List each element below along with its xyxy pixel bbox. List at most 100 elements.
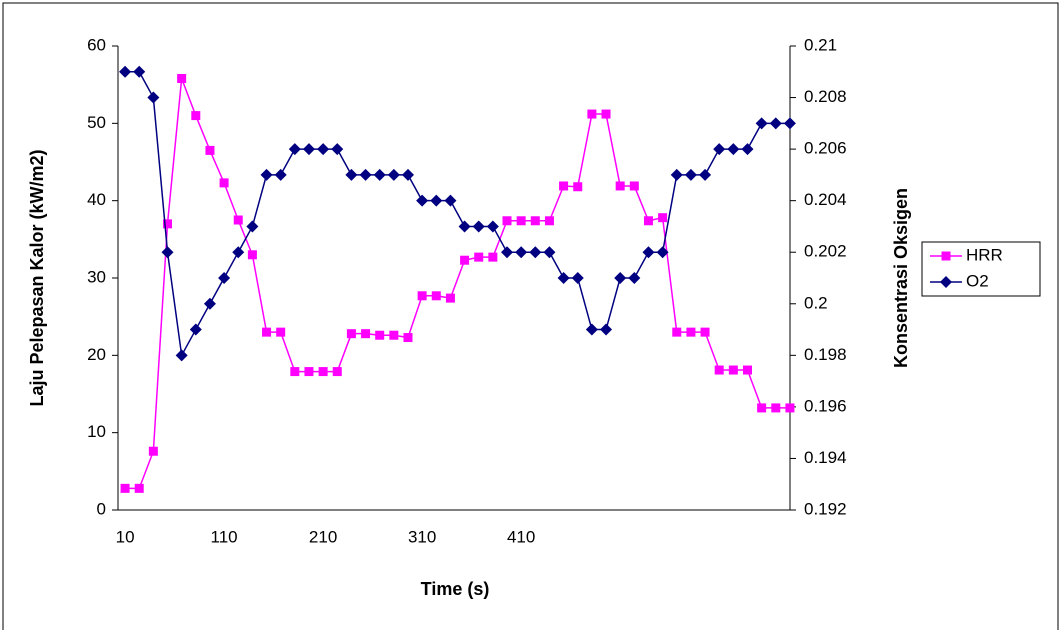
data-point <box>331 143 344 156</box>
data-point <box>658 213 668 223</box>
data-point <box>246 220 259 233</box>
data-point <box>302 143 315 156</box>
data-point <box>601 109 611 119</box>
data-point <box>219 178 229 188</box>
legend-label: O2 <box>966 271 989 290</box>
data-point <box>460 255 470 265</box>
data-point <box>530 216 540 226</box>
y-tick-label: 60 <box>87 35 106 54</box>
data-point <box>628 272 641 284</box>
data-point <box>728 365 738 375</box>
data-point <box>417 291 427 301</box>
data-point <box>148 446 158 456</box>
data-point <box>684 168 697 181</box>
data-point <box>501 246 514 259</box>
y-tick-label: 10 <box>87 422 106 441</box>
y2-tick-label: 0.204 <box>804 190 847 209</box>
data-point <box>416 194 429 207</box>
data-point <box>699 168 712 181</box>
data-point <box>543 246 556 259</box>
data-point <box>345 168 358 181</box>
data-point <box>757 403 767 413</box>
data-point <box>686 327 696 337</box>
data-point <box>163 219 173 229</box>
data-point <box>260 168 273 181</box>
data-point <box>559 181 569 191</box>
data-point <box>177 73 187 83</box>
data-point <box>742 365 752 375</box>
data-point <box>755 117 768 130</box>
y-tick-label: 30 <box>87 267 106 286</box>
data-point <box>119 65 132 78</box>
y2-tick-label: 0.194 <box>804 448 847 467</box>
legend-marker <box>941 251 951 261</box>
y2-tick-label: 0.208 <box>804 87 847 106</box>
data-point <box>769 117 782 130</box>
data-point <box>444 194 457 207</box>
legend-label: HRR <box>966 245 1003 264</box>
data-point <box>458 220 471 233</box>
data-point <box>656 246 669 259</box>
y-tick-label: 20 <box>87 345 106 364</box>
data-point <box>233 215 243 225</box>
data-point <box>529 246 542 259</box>
y-tick-label: 40 <box>87 190 106 209</box>
data-point <box>785 403 795 413</box>
data-point <box>276 327 286 337</box>
data-point <box>133 65 146 78</box>
data-point <box>191 111 201 121</box>
data-point <box>389 330 399 340</box>
data-point <box>713 143 726 156</box>
data-point <box>274 168 287 181</box>
data-point <box>359 168 372 181</box>
data-point <box>571 272 584 284</box>
data-point <box>714 365 724 375</box>
data-point <box>515 246 528 259</box>
data-point <box>403 333 413 343</box>
x-tick-label: 210 <box>309 527 337 546</box>
x-tick-label: 10 <box>116 527 135 546</box>
data-point <box>700 327 710 337</box>
data-point <box>544 216 554 226</box>
data-point <box>573 182 583 192</box>
data-point <box>557 272 570 284</box>
data-point <box>401 168 414 181</box>
data-point <box>486 220 499 233</box>
y-axis-title: Laju Pelepasan Kalor (kW/m2) <box>27 149 47 406</box>
data-point <box>304 367 314 377</box>
data-point <box>771 403 781 413</box>
data-point <box>175 349 188 362</box>
data-point <box>629 181 639 191</box>
y2-tick-label: 0.198 <box>804 345 847 364</box>
y2-tick-label: 0.21 <box>804 35 837 54</box>
data-point <box>189 323 202 336</box>
data-point <box>288 143 301 156</box>
data-point <box>615 181 625 191</box>
data-point <box>387 168 400 181</box>
data-point <box>643 216 653 226</box>
y2-tick-label: 0.192 <box>804 499 847 518</box>
data-point <box>290 367 300 377</box>
data-point <box>431 291 441 301</box>
data-point <box>318 367 328 377</box>
data-point <box>614 272 627 284</box>
data-point <box>317 143 330 156</box>
data-point <box>134 483 144 493</box>
data-point <box>346 329 356 339</box>
data-point <box>585 323 598 336</box>
data-point <box>218 272 231 284</box>
data-point <box>670 168 683 181</box>
x-tick-label: 310 <box>408 527 436 546</box>
data-point <box>205 145 215 155</box>
data-point <box>587 109 597 119</box>
data-point <box>161 246 174 259</box>
data-point <box>502 216 512 226</box>
y2-tick-label: 0.196 <box>804 396 847 415</box>
data-point <box>741 143 754 156</box>
x-axis-title: Time (s) <box>421 579 490 599</box>
data-point <box>232 246 245 259</box>
legend-marker <box>940 276 952 288</box>
data-point <box>516 216 526 226</box>
data-point <box>672 327 682 337</box>
